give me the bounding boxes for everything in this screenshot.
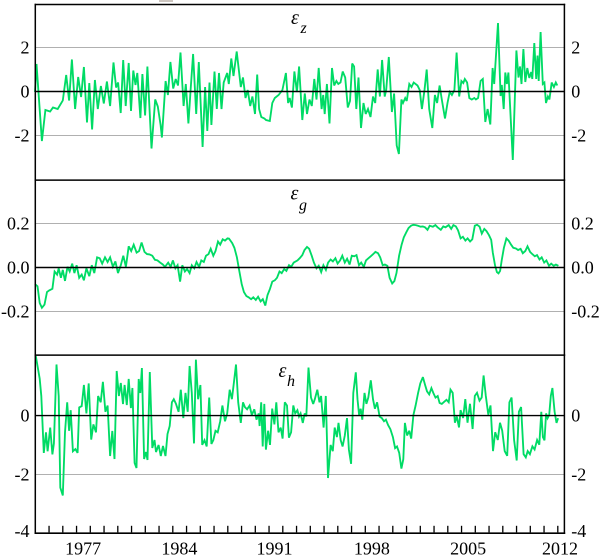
svg-text:ε: ε [291,7,299,29]
svg-text:-2: -2 [571,465,586,485]
svg-text:z: z [300,20,308,37]
svg-text:2: 2 [571,38,580,58]
svg-text:ε: ε [279,360,287,382]
svg-text:ε: ε [291,183,299,205]
svg-text:1984: 1984 [161,539,197,555]
svg-text:g: g [299,197,307,214]
svg-text:2: 2 [21,38,30,58]
svg-text:1977: 1977 [65,539,101,555]
svg-text:-0.2: -0.2 [1,302,30,322]
svg-text:0: 0 [21,406,30,426]
svg-text:-4: -4 [15,521,30,541]
svg-text:-2: -2 [571,126,586,146]
svg-text:0: 0 [21,82,30,102]
svg-text:1998: 1998 [354,539,390,555]
svg-text:0.2: 0.2 [7,214,30,234]
svg-text:h: h [287,373,295,390]
svg-text:0: 0 [571,82,580,102]
svg-text:0.2: 0.2 [571,214,594,234]
svg-text:-0.2: -0.2 [571,302,600,322]
svg-text:1991: 1991 [257,539,293,555]
svg-text:2012: 2012 [542,539,578,555]
svg-text:0: 0 [571,406,580,426]
svg-text:-2: -2 [15,465,30,485]
svg-text:-2: -2 [15,126,30,146]
svg-text:0.0: 0.0 [571,258,594,278]
svg-text:0.0: 0.0 [7,258,30,278]
svg-text:-4: -4 [571,521,586,541]
svg-text:2005: 2005 [450,539,486,555]
